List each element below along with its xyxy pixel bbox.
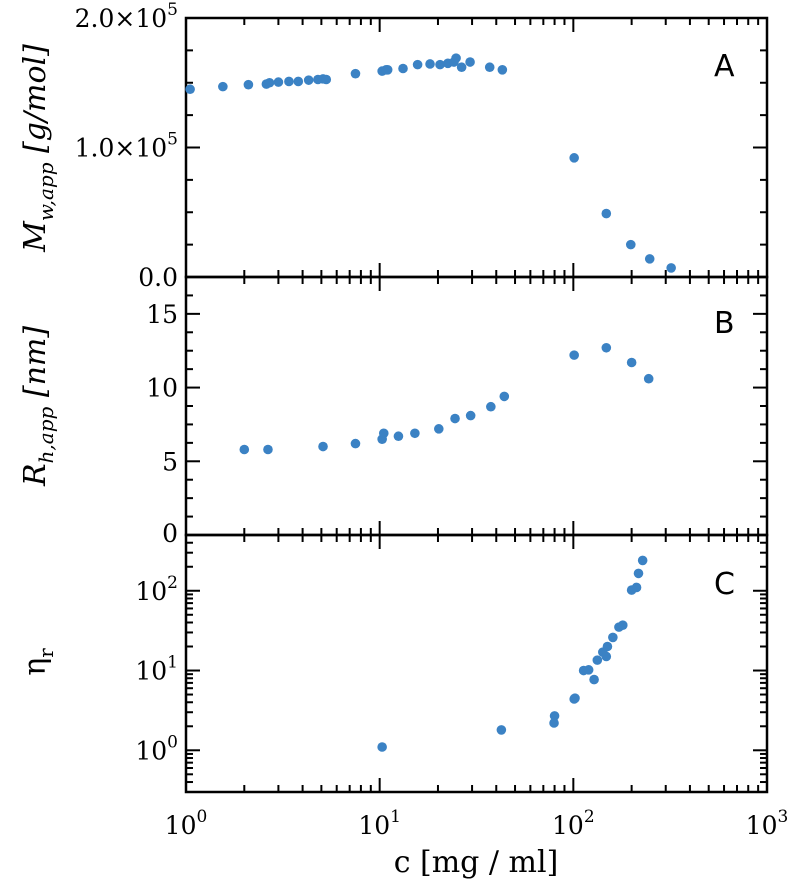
- data-point-c: [601, 651, 612, 662]
- y-tick-label-a: 1.0×105: [75, 130, 178, 163]
- data-point-c: [637, 555, 648, 566]
- data-point-b: [393, 431, 404, 442]
- data-point-c: [592, 655, 603, 665]
- data-point-a: [382, 65, 393, 75]
- y-tick-label-b: 15: [146, 300, 178, 329]
- panel-label-b: B: [714, 306, 735, 341]
- data-point-a: [601, 208, 612, 219]
- data-point-a: [644, 254, 655, 264]
- data-point-b: [626, 357, 637, 368]
- y-axis-title-a: Mw,app [g/mol]: [18, 44, 58, 253]
- panel-c-frame: [184, 533, 769, 794]
- y-title-a-main: M: [18, 220, 53, 253]
- y-tick-label-c: 100: [135, 732, 178, 765]
- y-title-c-main: η: [18, 658, 53, 676]
- data-point-a: [303, 75, 314, 85]
- data-point-a: [284, 76, 294, 87]
- data-point-b: [318, 441, 328, 452]
- x-tick-label: 102: [552, 807, 595, 840]
- y-tick-label-a: 0.0: [138, 263, 178, 292]
- data-point-a: [435, 59, 445, 70]
- data-point-a: [321, 74, 332, 85]
- data-point-a: [264, 77, 275, 88]
- svg-text:Rh,app [nm]: Rh,app [nm]: [18, 326, 58, 487]
- data-point-b: [350, 438, 361, 449]
- data-point-b: [499, 391, 510, 402]
- data-point-a: [293, 76, 304, 87]
- data-point-c: [631, 582, 642, 593]
- data-point-c: [570, 693, 580, 703]
- y-tick-label-b: 0: [162, 519, 178, 548]
- data-point-b: [601, 342, 612, 353]
- data-point-b: [450, 413, 460, 424]
- data-point-c: [496, 725, 507, 735]
- y-axis-title-c: ηr: [18, 648, 58, 676]
- y-title-b-main: R: [18, 463, 53, 487]
- data-point-a: [465, 57, 475, 67]
- data-point-a: [625, 239, 636, 250]
- data-point-b: [569, 350, 579, 360]
- data-point-c: [377, 742, 387, 752]
- y-tick-label-b: 10: [146, 374, 178, 403]
- y-title-a-sub: w,app: [34, 162, 58, 221]
- y-title-b-sub: h,app: [34, 406, 58, 463]
- x-axis-title: c [mg / ml]: [394, 845, 559, 880]
- x-tick-label: 103: [746, 807, 789, 840]
- y-title-a-unit: [g/mol]: [18, 44, 53, 163]
- y-title-b-unit: [nm]: [18, 326, 53, 407]
- data-point-c: [608, 632, 618, 643]
- data-point-a: [243, 79, 254, 90]
- y-tick-label-a: 2.0×105: [75, 0, 178, 33]
- panel-a-frame: [184, 16, 769, 279]
- data-point-a: [666, 263, 676, 273]
- data-point-b: [465, 410, 476, 421]
- panel-label-a: A: [714, 49, 735, 84]
- x-tick-label: 100: [165, 807, 208, 840]
- data-point-c: [602, 641, 613, 652]
- data-point-b: [434, 424, 444, 434]
- y-title-c-sub: r: [34, 648, 58, 658]
- data-point-b: [378, 428, 389, 439]
- data-point-a: [451, 53, 461, 63]
- data-point-a: [497, 65, 508, 75]
- x-tick-label: 101: [358, 807, 401, 840]
- data-point-a: [484, 62, 495, 73]
- data-point-a: [398, 63, 408, 74]
- svg-text:Mw,app [g/mol]: Mw,app [g/mol]: [18, 44, 58, 253]
- data-point-b: [643, 373, 654, 384]
- data-point-b: [263, 444, 273, 455]
- data-point-a: [425, 59, 435, 69]
- panel-label-c: C: [714, 567, 735, 602]
- data-point-b: [486, 401, 496, 412]
- data-point-c: [549, 711, 560, 721]
- y-tick-label-b: 5: [162, 447, 178, 476]
- y-tick-label-c: 101: [135, 653, 178, 686]
- data-point-b: [410, 428, 420, 439]
- data-point-c: [549, 718, 559, 728]
- data-point-c: [633, 568, 644, 579]
- y-tick-label-c: 102: [135, 573, 178, 606]
- data-point-b: [239, 444, 250, 455]
- data-point-a: [569, 153, 579, 163]
- data-point-a: [185, 84, 195, 95]
- data-point-a: [218, 81, 228, 92]
- data-point-c: [583, 665, 594, 675]
- data-point-a: [350, 68, 361, 79]
- data-point-c: [617, 620, 628, 630]
- chart-marks: 0.0 1.0×105 2.0×105 0 5 10 15 100 101 102 100 101 10…: [75, 0, 789, 840]
- data-point-a: [412, 59, 423, 70]
- panel-b-frame: [184, 275, 769, 537]
- svg-text:ηr: ηr: [18, 648, 58, 676]
- data-point-a: [273, 77, 284, 87]
- data-point-a: [456, 62, 467, 73]
- data-point-c: [589, 674, 599, 685]
- y-axis-title-b: Rh,app [nm]: [18, 326, 58, 487]
